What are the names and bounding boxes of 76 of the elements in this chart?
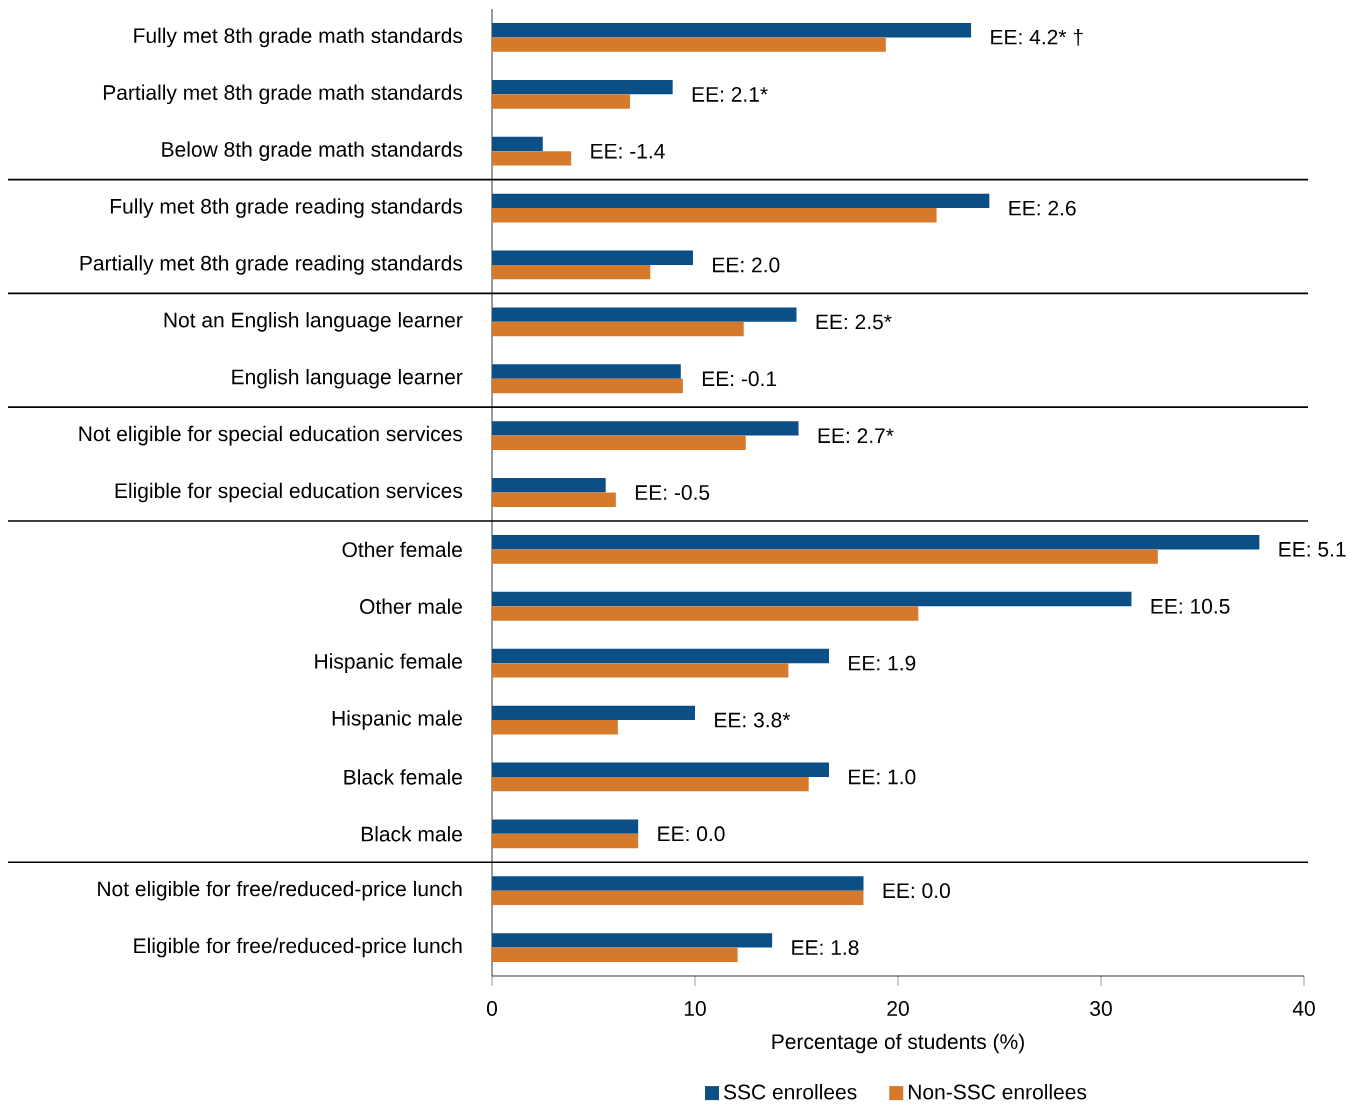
bar — [492, 534, 1260, 550]
bar — [492, 421, 799, 436]
bar — [492, 933, 773, 948]
x-tick-label: 0 — [486, 1001, 498, 1016]
bar — [492, 591, 1132, 607]
bar — [492, 321, 744, 337]
y-tick-label: Not eligible for special education services — [79, 425, 463, 446]
legend-label: SSC enrollees — [723, 1084, 857, 1100]
y-tick-label: Below 8th grade math standards — [162, 141, 463, 161]
y-tick-label: Fully met 8th grade math standards — [134, 27, 463, 48]
bar — [492, 819, 639, 834]
annotation: EE: 2.5* — [816, 314, 892, 330]
y-tick-label: Not an English language learner — [164, 312, 463, 332]
bar — [492, 648, 829, 664]
annotation: EE: -1.4 — [591, 144, 665, 159]
bar — [492, 549, 1158, 564]
y-tick-label: Fully met 8th grade reading standards — [110, 198, 463, 218]
bar — [492, 208, 937, 223]
y-tick-label: Black male — [361, 826, 462, 842]
legend-label: Non-SSC enrollees — [908, 1084, 1087, 1100]
y-tick-label: Other male — [360, 598, 462, 614]
annotation: EE: 4.2* † — [991, 29, 1083, 46]
y-tick-label: Hispanic male — [332, 710, 462, 730]
bar — [492, 151, 572, 166]
annotation: EE: 2.0 — [713, 257, 780, 273]
bar — [492, 720, 618, 735]
annotation: EE: 2.7* — [818, 428, 894, 443]
bar — [492, 606, 919, 621]
x-tick-label: 20 — [887, 1001, 909, 1016]
annotation: EE: 10.5 — [1151, 598, 1230, 614]
bar — [492, 250, 693, 265]
x-axis-title: Percentage of students (%) — [772, 1033, 1024, 1054]
bar — [492, 478, 606, 493]
bar — [492, 364, 681, 379]
annotation: EE: 0.0 — [883, 883, 950, 899]
annotation: EE: 3.8* — [715, 712, 791, 728]
bar — [492, 833, 639, 849]
annotation: EE: 1.9 — [849, 655, 916, 671]
bar — [492, 37, 886, 52]
x-tick-label: 30 — [1090, 1001, 1112, 1016]
x-tick-label: 10 — [684, 1001, 706, 1016]
annotation: EE: 2.1* — [692, 87, 768, 102]
bar — [492, 307, 797, 322]
y-tick-label: Hispanic female — [315, 653, 462, 673]
bar — [492, 705, 695, 721]
bar — [492, 762, 829, 777]
bar — [492, 378, 683, 394]
y-tick-label: Eligible for free/reduced-price lunch — [134, 937, 462, 958]
bar — [492, 776, 809, 792]
annotation: EE: 1.0 — [849, 769, 916, 785]
y-tick-label: Eligible for special education services — [115, 482, 463, 503]
bar — [492, 663, 789, 678]
bar — [492, 79, 673, 95]
bar — [492, 264, 651, 280]
bar — [492, 876, 864, 891]
bar — [492, 890, 864, 906]
y-tick-label: Black female — [344, 769, 462, 785]
annotation: EE: -0.5 — [635, 485, 710, 500]
y-tick-label: English language learner — [232, 368, 463, 389]
y-tick-label: Not eligible for free/reduced-price lunch — [98, 880, 462, 901]
y-tick-label: Other female — [342, 541, 462, 558]
annotation: EE: 1.8 — [792, 940, 859, 956]
bar — [492, 435, 746, 451]
annotation: EE: -0.1 — [702, 371, 777, 387]
bar — [492, 94, 631, 109]
annotation: EE: 2.6 — [1009, 200, 1076, 216]
x-tick-label: 40 — [1292, 1001, 1315, 1016]
annotation: EE: 0.0 — [658, 826, 725, 842]
y-tick-label: Partially met 8th grade reading standards — [80, 255, 463, 275]
bar — [492, 23, 972, 38]
bar — [492, 492, 616, 507]
y-tick-label: Partially met 8th grade math standards — [103, 84, 463, 105]
bar — [492, 947, 738, 962]
annotation: EE: 5.1 — [1279, 542, 1346, 557]
bar — [492, 136, 543, 152]
bar — [492, 193, 990, 209]
